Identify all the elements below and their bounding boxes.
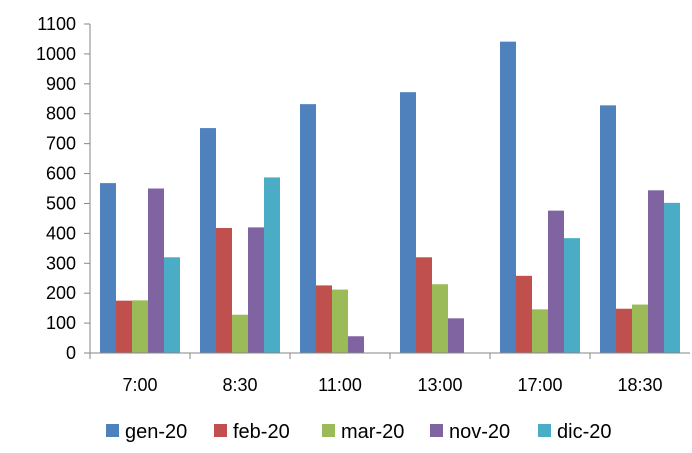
legend-swatch-feb-20 <box>214 424 227 437</box>
bar-mar-20-18:30 <box>632 304 648 353</box>
y-tick-label: 300 <box>46 253 76 273</box>
legend: gen-20 feb-20 mar-20 nov-20 dic-20 <box>106 421 611 443</box>
bar-feb-20-11:00 <box>316 285 332 353</box>
legend-swatch-nov-20 <box>430 424 443 437</box>
bar-gen-20-13:00 <box>400 92 416 354</box>
bar-nov-20-13:00 <box>448 318 464 353</box>
bar-feb-20-7:00 <box>116 300 132 353</box>
legend-label-feb-20: feb-20 <box>233 421 290 443</box>
y-tick-label: 500 <box>46 193 76 213</box>
bar-gen-20-7:00 <box>100 183 116 353</box>
x-tick-label: 17:00 <box>517 375 562 395</box>
bar-dic-20-8:30 <box>264 177 280 353</box>
x-tick-label: 13:00 <box>417 375 462 395</box>
bar-mar-20-8:30 <box>232 314 248 353</box>
x-axis-labels: 7:00 8:30 11:00 13:00 17:00 18:30 <box>89 353 663 395</box>
bar-mar-20-17:00 <box>532 309 548 353</box>
x-tick-label: 7:00 <box>122 375 157 395</box>
y-tick-label: 800 <box>46 104 76 124</box>
y-axis-ticks: 0 100 200 300 400 500 600 700 800 900 1000 1100 <box>36 14 90 363</box>
bar-mar-20-7:00 <box>132 300 148 353</box>
bar-mar-20-13:00 <box>432 284 448 353</box>
bar-gen-20-11:00 <box>300 104 316 353</box>
y-tick-label: 1100 <box>37 14 76 34</box>
bar-nov-20-7:00 <box>148 188 164 353</box>
y-tick-label: 0 <box>66 343 76 363</box>
legend-swatch-mar-20 <box>322 424 335 437</box>
x-tick-label: 18:30 <box>617 375 662 395</box>
x-tick-label: 11:00 <box>318 375 362 395</box>
bar-mar-20-11:00 <box>332 289 348 353</box>
bar-gen-20-18:30 <box>600 105 616 354</box>
x-tick-label: 8:30 <box>222 375 257 395</box>
bar-feb-20-17:00 <box>516 275 532 353</box>
bar-nov-20-8:30 <box>248 227 264 353</box>
bar-gen-20-17:00 <box>500 41 516 353</box>
legend-label-nov-20: nov-20 <box>449 421 510 443</box>
bar-dic-20-17:00 <box>564 238 580 353</box>
bar-gen-20-8:30 <box>200 128 216 353</box>
y-tick-label: 900 <box>46 74 76 94</box>
y-tick-label: 400 <box>46 223 76 243</box>
legend-label-mar-20: mar-20 <box>341 421 404 443</box>
legend-swatch-gen-20 <box>106 424 119 437</box>
y-tick-label: 700 <box>46 134 76 154</box>
y-tick-label: 600 <box>46 164 76 184</box>
bar-dic-20-18:30 <box>664 202 680 353</box>
y-tick-label: 100 <box>46 313 76 333</box>
legend-label-gen-20: gen-20 <box>125 421 187 443</box>
bar-feb-20-8:30 <box>216 227 232 353</box>
bars <box>100 41 680 354</box>
legend-label-dic-20: dic-20 <box>557 421 611 443</box>
legend-swatch-dic-20 <box>538 424 551 437</box>
bar-feb-20-18:30 <box>616 308 632 353</box>
bar-feb-20-13:00 <box>416 257 432 353</box>
bar-dic-20-7:00 <box>164 257 180 353</box>
bar-nov-20-17:00 <box>548 210 564 353</box>
bar-nov-20-18:30 <box>648 190 664 353</box>
y-tick-label: 1000 <box>36 44 76 64</box>
y-tick-label: 200 <box>46 283 76 303</box>
bar-nov-20-11:00 <box>348 336 364 353</box>
